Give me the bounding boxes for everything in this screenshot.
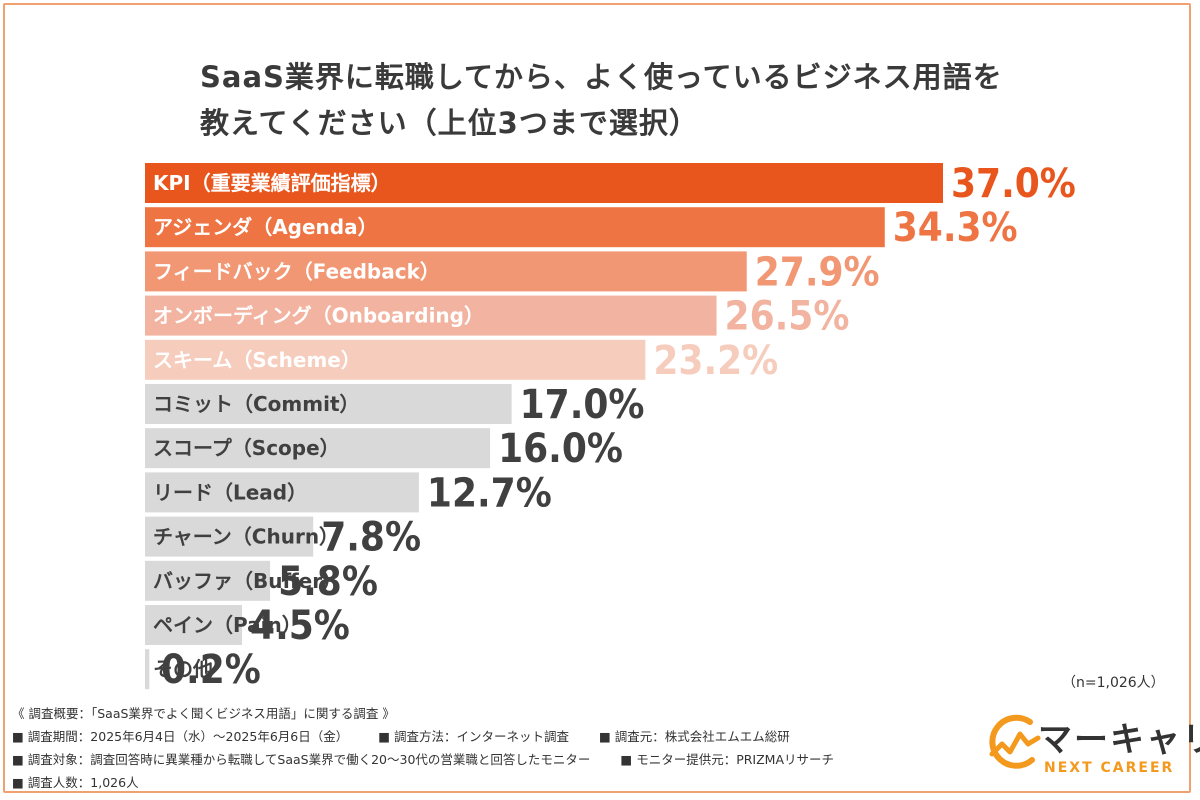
logo-name: マーキャリ [1038,720,1200,760]
bar-value-label: 16.0% [498,426,623,472]
bar-category-label: スキーム（Scheme） [153,348,361,372]
bar-category-label: チャーン（Churn） [153,525,339,549]
bar [145,472,419,513]
bar-category-label: その他 [153,657,213,681]
bar-group: フィードバック（Feedback） 27.9% [145,249,880,295]
bar-group: ペイン（Pain）4.5% [145,603,350,649]
bar-category-label: フィードバック（Feedback） [153,259,440,283]
bar-value-label: 27.9% [755,249,880,295]
bar-group: スキーム（Scheme） 23.2% [145,338,778,384]
bar-category-label: コミット（Commit） [153,392,360,416]
bar-value-label: 12.7% [427,470,552,516]
bar-value-label: 26.5% [725,294,850,340]
bar-value-label: 5.8% [278,559,378,605]
bar-group: リード（Lead） 12.7% [145,470,552,516]
bar-group: スコープ（Scope） 16.0% [145,426,623,472]
survey-organizer: ■ 調査元：株式会社エムエム総研 [599,729,790,744]
bar-chart: KPI（重要業績評価指標） 37.0% アジェンダ（Agenda） 34.3% フィード… [145,161,1076,693]
bar-group: チャーン（Churn）7.8% [145,515,421,561]
sample-size: （n=1,026人） [1062,675,1165,691]
bar-value-label: 4.5% [250,603,350,649]
bar-category-label: アジェンダ（Agenda） [153,215,378,239]
bar [145,251,747,292]
bar-value-label: 7.8% [321,515,421,561]
brand-logo: マーキャリ NEXT CAREER [986,708,1200,788]
bar-value-label: 17.0% [520,382,645,428]
survey-period: ■ 調査期間：2025年6月4日（水）～2025年6月6日（金） [12,729,349,744]
bar [145,163,943,203]
bar [145,649,150,690]
bar-group: バッファ（Buffer）5.8% [145,559,378,605]
bar-category-label: スコープ（Scope） [153,436,340,460]
bar [145,339,646,380]
bar-category-label: KPI（重要業績評価指標） [153,171,391,195]
bar-value-label: 37.0% [951,161,1076,207]
bar-group: KPI（重要業績評価指標） 37.0% [145,161,1076,207]
title-line-1: SaaS業界に転職してから、よく使っているビジネス用語を [200,60,1003,94]
bar-group: アジェンダ（Agenda） 34.3% [145,205,1018,251]
page-frame [3,3,1191,793]
bar-group: コミット（Commit） 17.0% [145,382,644,428]
bar-category-label: バッファ（Buffer） [153,569,342,593]
survey-target: ■ 調査対象：調査回答時に異業種から転職してSaaS業界で働く20～30代の営業… [12,752,591,767]
overview-heading: 《 調査概要：「SaaS業界でよく聞くビジネス用語」に関する調査 》 [12,706,395,721]
bar [145,295,717,336]
chart-title: SaaS業界に転職してから、よく使っているビジネス用語を 教えてください（上位3… [200,54,1080,146]
bar-category-label: リード（Lead） [153,480,307,504]
bar [145,560,271,601]
overview-row-2: ■ 調査対象：調査回答時に異業種から転職してSaaS業界で働く20～30代の営業… [12,748,972,771]
bar-category-label: オンボーディング（Onboarding） [153,304,484,328]
bar [145,605,243,645]
bar [145,428,491,469]
survey-overview: 《 調査概要：「SaaS業界でよく聞くビジネス用語」に関する調査 》 ■ 調査期… [12,702,972,794]
bar [145,207,885,248]
overview-row-1: ■ 調査期間：2025年6月4日（水）～2025年6月6日（金） ■ 調査方法：… [12,725,972,748]
bar-value-label: 34.3% [893,205,1018,251]
survey-method: ■ 調査方法：インターネット調査 [378,729,570,744]
bar [145,516,314,557]
bar-value-label: 23.2% [653,338,778,384]
logo-subtitle: NEXT CAREER [1044,760,1175,776]
bar-category-label: ペイン（Pain） [153,613,302,637]
bar-group: オンボーディング（Onboarding） 26.5% [145,294,849,340]
title-line-2: 教えてください（上位3つまで選択） [200,106,699,140]
bar [145,384,512,424]
monitor-provider: ■ モニター提供元：PRIZMAリサーチ [620,752,834,767]
bar-value-label: 0.2% [161,647,261,693]
logo-mark-icon [989,714,1041,769]
survey-count: ■ 調査人数：1,026人 [12,775,139,790]
